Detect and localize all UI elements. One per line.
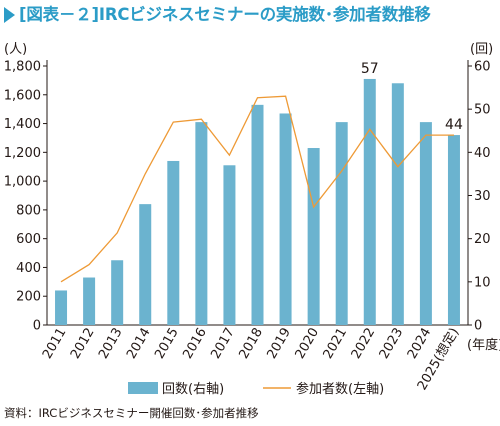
x-tick-label: 2023 — [377, 326, 407, 362]
bar-2019 — [279, 113, 292, 325]
source-note: 資料：IRCビジネスセミナー開催回数･参加者推移 — [4, 406, 259, 420]
left-tick-label: 1,600 — [4, 88, 41, 103]
triangle-marker-icon — [4, 7, 15, 23]
bar-2017 — [223, 165, 236, 325]
x-tick-label: 2011 — [40, 326, 70, 362]
chart-title: [図表－２]IRCビジネスセミナーの実施数･参加者数推移 — [4, 3, 431, 27]
x-axis-unit: (年度) — [467, 337, 500, 353]
left-tick-label: 1,000 — [4, 175, 41, 190]
right-tick-label: 20 — [474, 232, 491, 247]
bar-2025(想定) — [447, 135, 460, 325]
right-tick-label: 0 — [474, 319, 482, 334]
left-tick-label: 1,200 — [4, 146, 41, 161]
bar-2016 — [195, 122, 208, 325]
left-axis-unit: (人) — [4, 42, 27, 57]
x-tick-label: 2017 — [208, 326, 238, 362]
legend-bar-label: 回数(右軸) — [162, 382, 224, 397]
bar-2014 — [139, 204, 152, 325]
data-label-2022: 57 — [361, 61, 379, 77]
bar-2021 — [335, 122, 348, 325]
right-axis-unit: (回) — [470, 42, 493, 57]
x-tick-label: 2024 — [405, 326, 435, 362]
x-tick-label: 2014 — [124, 326, 154, 362]
left-tick-label: 200 — [16, 290, 41, 305]
participants-line — [60, 95, 454, 283]
right-tick-label: 50 — [474, 103, 491, 118]
left-tick-label: 0 — [33, 319, 41, 334]
bar-2013 — [111, 260, 124, 325]
bar-2018 — [251, 104, 264, 325]
right-tick-label: 40 — [474, 146, 491, 161]
left-tick-label: 800 — [16, 203, 41, 218]
x-tick-label: 2016 — [180, 326, 210, 362]
chart-title-text: [図表－２]IRCビジネスセミナーの実施数･参加者数推移 — [19, 5, 431, 24]
bar-2023 — [391, 83, 404, 326]
right-tick-label: 60 — [474, 60, 491, 75]
left-tick-label: 400 — [16, 261, 41, 276]
x-tick-label: 2013 — [96, 326, 126, 362]
bar-2022 — [363, 78, 376, 325]
right-tick-label: 10 — [474, 275, 491, 290]
x-tick-label: 2022 — [349, 326, 379, 362]
x-tick-label: 2019 — [264, 326, 294, 362]
left-tick-label: 1,800 — [4, 60, 41, 75]
bar-2011 — [55, 290, 68, 325]
left-tick-label: 1,400 — [4, 117, 41, 132]
right-tick-label: 30 — [474, 189, 491, 204]
x-tick-label: 2018 — [236, 326, 266, 362]
x-tick-label: 2020 — [293, 326, 323, 362]
x-tick-label: 2012 — [68, 326, 98, 362]
x-tick-label: 2015 — [152, 326, 182, 362]
bar-2012 — [83, 277, 96, 325]
x-tick-label: 2021 — [321, 326, 351, 362]
data-label-2025(想定): 44 — [445, 117, 463, 133]
left-tick-label: 600 — [16, 232, 41, 247]
legend-line-label: 参加者数(左軸) — [296, 381, 384, 397]
legend-bar-swatch — [128, 382, 158, 394]
bar-2024 — [419, 122, 432, 325]
bar-2020 — [307, 148, 320, 325]
bar-2015 — [167, 160, 180, 325]
